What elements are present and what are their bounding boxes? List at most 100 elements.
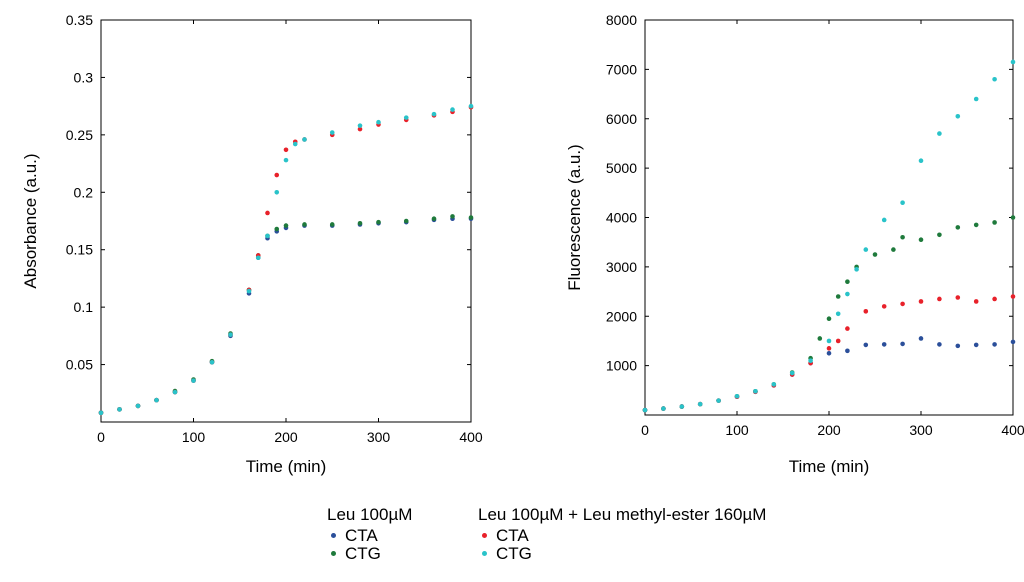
x-tick-label: 100 <box>182 429 206 445</box>
legend-leu: Leu 100µM CTA CTG <box>327 506 412 563</box>
data-point-ester-ctg <box>274 189 280 195</box>
y-tick-label: 8000 <box>606 12 637 28</box>
data-point-leu-ctg <box>973 222 979 228</box>
data-point-ester-cta <box>835 338 841 344</box>
y-tick-label: 2000 <box>606 308 637 324</box>
data-point-ester-cta <box>1010 294 1016 299</box>
data-point-ester-ctg <box>154 397 159 403</box>
data-point-leu-ctg <box>872 252 878 257</box>
x-tick-label: 200 <box>274 429 298 445</box>
data-point-ester-ctg <box>117 407 122 412</box>
y-tick-label: 0.1 <box>74 299 94 315</box>
data-point-ester-cta <box>992 296 997 302</box>
data-point-leu-ctg <box>937 232 942 238</box>
data-point-ester-ctg <box>881 217 887 223</box>
data-point-ester-ctg <box>918 158 924 164</box>
y-tick-label: 0.05 <box>66 357 93 373</box>
legend-item-leu-cta: CTA <box>327 527 412 545</box>
data-point-ester-cta <box>937 296 942 302</box>
data-point-ester-ctg <box>255 255 261 261</box>
data-point-ester-ctg <box>302 137 307 142</box>
x-axis-label: Time (min) <box>246 457 327 476</box>
data-point-leu-ctg <box>835 294 841 299</box>
data-point-ester-ctg <box>209 359 215 365</box>
data-point-ester-cta <box>955 295 961 300</box>
x-tick-label: 0 <box>641 422 649 438</box>
data-point-leu-ctg <box>900 234 905 240</box>
plot-frame <box>644 19 1014 416</box>
legend-group-title: Leu 100µM <box>327 505 413 524</box>
y-tick-label: 0.35 <box>66 12 93 28</box>
data-point-leu-ctg <box>376 219 381 225</box>
data-point-ester-ctg <box>661 406 666 411</box>
y-tick-label: 4000 <box>606 210 637 226</box>
data-point-leu-cta <box>863 342 869 348</box>
legend-group-title: Leu 100µM + Leu methyl-ester 160µM <box>478 505 767 524</box>
data-point-leu-cta <box>992 342 997 347</box>
data-point-ester-ctg <box>973 96 979 102</box>
data-point-leu-ctg <box>891 247 896 252</box>
fluorescence-chart: 0 100 200 300 400 1000 2000 3000 4000 5000 6000 700… <box>565 12 1024 476</box>
data-point-ester-ctg <box>642 407 648 413</box>
data-point-ester-ctg <box>283 157 289 163</box>
y-tick-label: 6000 <box>606 111 637 127</box>
data-point-ester-ctg <box>835 311 841 317</box>
y-tick-label: 0.3 <box>74 69 94 85</box>
data-point-ester-cta <box>283 147 289 153</box>
x-tick-label: 300 <box>909 422 933 438</box>
data-point-leu-ctg <box>302 222 307 227</box>
data-point-ester-ctg <box>450 107 455 112</box>
legend-item-label: CTG <box>345 544 381 563</box>
legend-marker-icon <box>482 551 487 557</box>
data-point-leu-ctg <box>817 336 823 341</box>
data-point-leu-ctg <box>329 222 335 227</box>
data-point-leu-ctg <box>274 226 280 232</box>
data-point-ester-ctg <box>403 115 409 120</box>
data-point-ester-ctg <box>863 247 869 252</box>
data-point-leu-ctg <box>955 225 961 230</box>
data-point-ester-ctg <box>955 113 961 119</box>
data-point-ester-ctg <box>228 332 233 338</box>
x-tick-label: 400 <box>1001 422 1024 438</box>
absorbance-chart: 0 100 200 300 400 0.05 0.1 0.15 0.2 0.25 0.3 0.35 Ti… <box>21 12 483 476</box>
data-point-leu-cta <box>845 348 850 354</box>
data-point-ester-ctg <box>1010 59 1016 65</box>
legend-item-leu-ctg: CTG <box>327 545 412 563</box>
data-point-ester-ctg <box>265 233 270 239</box>
plot-frame <box>100 19 472 423</box>
data-point-ester-ctg <box>937 131 942 136</box>
y-tick-label: 5000 <box>606 160 637 176</box>
legend-marker-icon <box>331 533 336 539</box>
data-point-ester-cta <box>357 126 363 132</box>
x-tick-label: 100 <box>725 422 749 438</box>
data-point-leu-cta <box>937 342 942 347</box>
data-point-ester-cta <box>881 304 887 309</box>
legend-item-ester-ctg: CTG <box>478 545 766 563</box>
data-point-leu-cta <box>955 343 961 349</box>
data-point-ester-ctg <box>992 76 997 82</box>
data-point-leu-ctg <box>283 223 289 228</box>
data-point-leu-ctg <box>357 220 363 226</box>
data-point-ester-ctg <box>771 382 777 387</box>
data-point-ester-ctg <box>135 403 141 409</box>
data-point-ester-ctg <box>697 401 703 407</box>
data-point-ester-ctg <box>468 103 474 109</box>
data-point-ester-ctg <box>826 338 832 344</box>
data-point-ester-ctg <box>98 410 104 416</box>
data-point-leu-cta <box>973 342 979 348</box>
data-point-leu-ctg <box>845 279 850 284</box>
data-point-ester-cta <box>274 172 280 178</box>
data-point-ester-ctg <box>376 119 381 125</box>
data-point-ester-ctg <box>789 370 795 376</box>
legend-item-ester-cta: CTA <box>478 527 766 545</box>
x-tick-label: 300 <box>367 429 391 445</box>
y-tick-label: 3000 <box>606 259 637 275</box>
data-point-ester-ctg <box>753 389 758 394</box>
data-point-leu-cta <box>881 342 887 347</box>
x-tick-label: 0 <box>97 429 105 445</box>
y-axis-label: Fluorescence (a.u.) <box>565 144 584 290</box>
data-point-ester-ctg <box>357 123 363 128</box>
data-point-ester-cta <box>826 346 832 351</box>
data-point-leu-cta <box>826 350 832 356</box>
